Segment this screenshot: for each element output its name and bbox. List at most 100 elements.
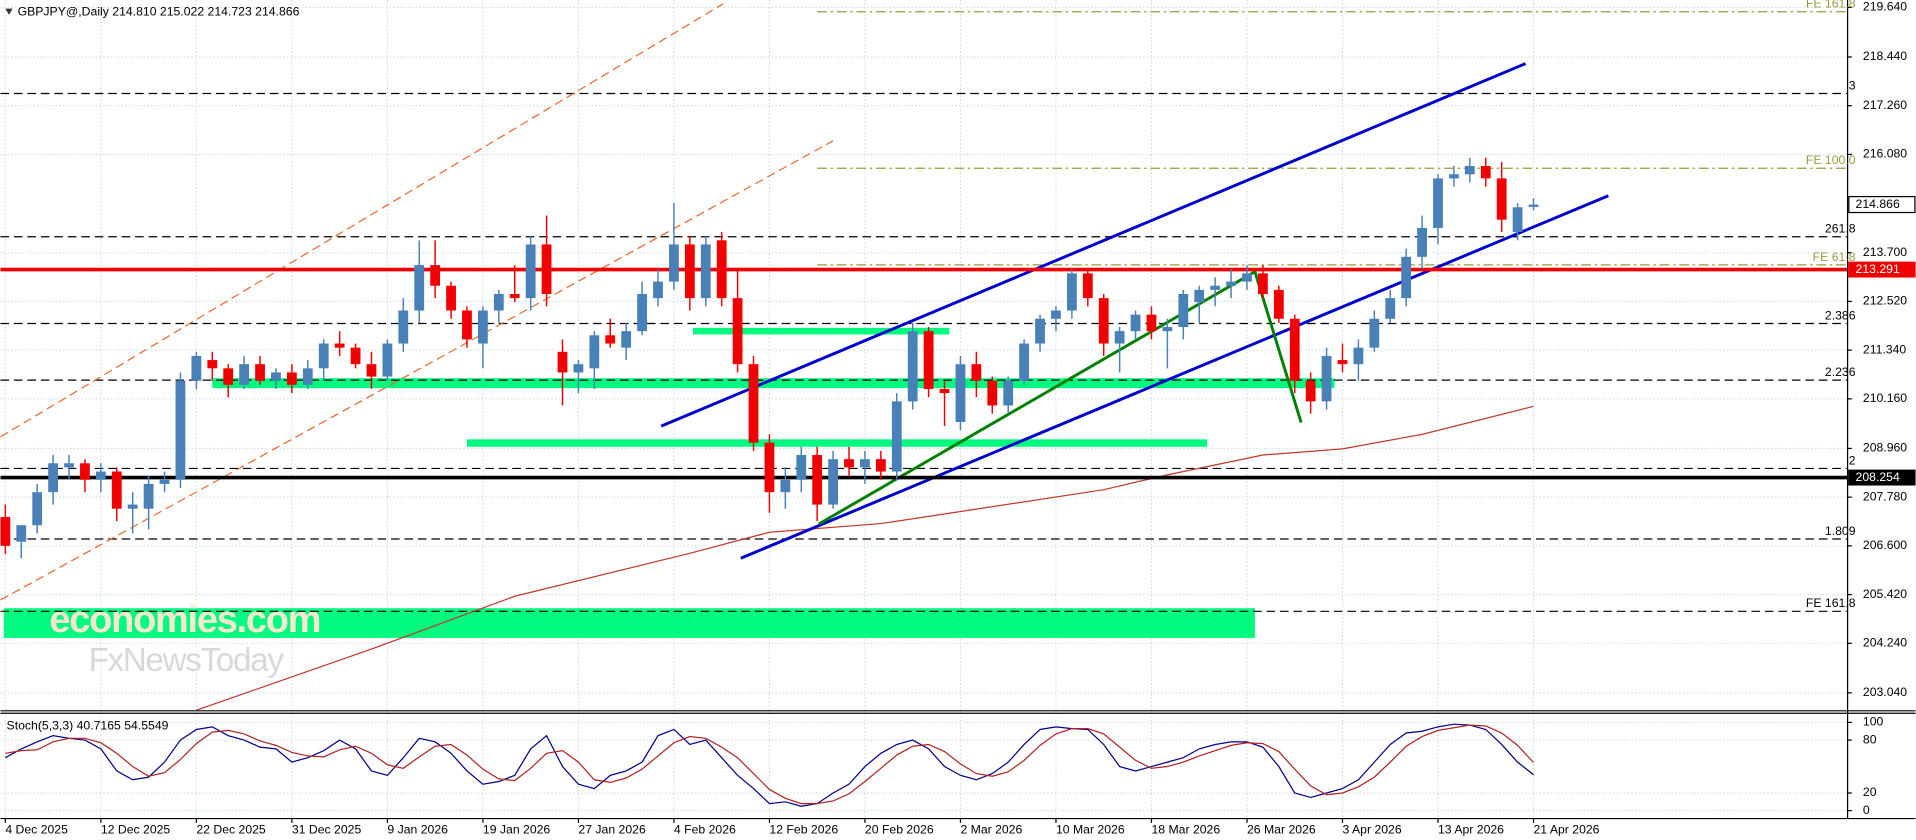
- candle-body: [796, 455, 807, 480]
- x-tick-label: 22 Dec 2025: [196, 822, 266, 836]
- candle-body: [1226, 281, 1236, 286]
- candle-body: [1035, 318, 1045, 344]
- y-tick-label: 211.340: [1863, 342, 1907, 356]
- candle-body: [175, 380, 186, 480]
- candle-body: [48, 463, 58, 493]
- y-tick-label: 212.520: [1863, 294, 1907, 308]
- candle-body: [987, 380, 998, 406]
- candle-body: [1385, 298, 1396, 319]
- y-tick-label: 80: [1863, 732, 1877, 746]
- candle-body: [891, 401, 902, 472]
- candle-body: [1258, 273, 1268, 294]
- y-tick-label: 219.640: [1863, 0, 1907, 14]
- candle-body: [860, 459, 870, 468]
- candle-body: [302, 368, 313, 385]
- stochastic-plot: [0, 721, 1847, 812]
- price-badge-label: 208.254: [1856, 470, 1900, 484]
- candle-body: [1512, 207, 1523, 233]
- candle-body: [653, 281, 663, 299]
- candle-body: [1433, 178, 1443, 228]
- candle-body: [875, 459, 886, 472]
- candle-body: [1130, 314, 1141, 332]
- level-label: 2: [1849, 453, 1856, 467]
- level-label: FE 100.0: [1806, 153, 1856, 167]
- candle-body: [0, 516, 11, 546]
- candle-body: [1273, 289, 1284, 319]
- candle-body: [382, 343, 393, 377]
- candle-body: [430, 265, 441, 286]
- x-tick-label: 21 Apr 2026: [1534, 822, 1600, 836]
- x-tick-label: 31 Dec 2025: [292, 822, 362, 836]
- candle-body: [143, 483, 154, 509]
- candle-body: [462, 310, 472, 340]
- candle-body: [828, 459, 838, 505]
- level-label: 3: [1849, 78, 1856, 92]
- watermark: FxNewsToday: [89, 642, 285, 679]
- candle-body: [1098, 298, 1109, 344]
- current-price-badge: [1848, 195, 1916, 214]
- candle-body: [1321, 355, 1332, 402]
- candle-body: [1369, 318, 1380, 348]
- candle-body: [732, 298, 743, 365]
- zone: [3, 608, 1255, 638]
- trendline: [740, 194, 1609, 560]
- candle-body: [1305, 380, 1316, 402]
- y-tick-label: 210.160: [1863, 391, 1907, 405]
- candle-body: [700, 244, 711, 299]
- candle-body: [223, 368, 234, 385]
- candle-body: [239, 364, 250, 385]
- x-tick-label: 12 Feb 2026: [769, 822, 838, 836]
- x-tick-label: 3 Apr 2026: [1342, 822, 1401, 836]
- candle-body: [844, 459, 854, 468]
- price-plot: economies.com FxNewsToday: [0, 3, 1847, 711]
- candle-body: [955, 364, 966, 422]
- indicator-label: Stoch(5,3,3) 40.7165 54.5549: [7, 718, 169, 732]
- candle-body: [1178, 293, 1189, 328]
- trendline: [0, 140, 834, 601]
- level-label: FE 61.8: [1813, 250, 1856, 264]
- x-tick-label: 20 Feb 2026: [865, 822, 934, 836]
- y-tick-label: 100: [1863, 715, 1884, 729]
- candle-body: [191, 355, 202, 381]
- x-tick-label: 2 Mar 2026: [960, 822, 1022, 836]
- candle-body: [127, 504, 138, 509]
- candles: [0, 157, 1539, 559]
- zone: [693, 327, 950, 335]
- y-tick-label: 213.700: [1863, 245, 1907, 259]
- x-tick-label: 10 Mar 2026: [1056, 822, 1125, 836]
- zone: [212, 378, 1335, 389]
- candle-body: [1353, 347, 1364, 365]
- candle-body: [95, 471, 106, 480]
- candle-body: [286, 372, 297, 385]
- x-tick-label: 9 Jan 2026: [387, 822, 448, 836]
- y-tick-label: 204.240: [1863, 636, 1907, 650]
- watermark: economies.com: [49, 599, 320, 641]
- stoch-line: [5, 723, 1534, 807]
- x-tick-label: 19 Jan 2026: [483, 822, 551, 836]
- price-badge: [1848, 261, 1916, 278]
- candle-body: [159, 479, 170, 484]
- candle-body: [1337, 360, 1348, 365]
- x-tick-label: 27 Jan 2026: [578, 822, 646, 836]
- candle-body: [1289, 318, 1300, 381]
- candle-body: [32, 492, 43, 526]
- candle-body: [812, 455, 823, 505]
- level-label: 2.236: [1825, 365, 1856, 379]
- candle-body: [111, 471, 122, 509]
- candle-body: [1194, 289, 1205, 303]
- candle-body: [971, 364, 982, 381]
- x-tick-label: 4 Dec 2025: [5, 822, 68, 836]
- candle-body: [64, 463, 74, 468]
- y-tick-label: 203.040: [1863, 685, 1907, 699]
- x-tick-label: 4 Feb 2026: [674, 822, 736, 836]
- moving-average: [196, 405, 1534, 711]
- y-tick-label: 206.600: [1863, 538, 1907, 552]
- candle-body: [414, 265, 425, 311]
- zone: [466, 439, 1208, 447]
- candle-body: [1480, 165, 1491, 179]
- candle-body: [1417, 227, 1427, 257]
- candle-body: [350, 347, 361, 365]
- y-tick-label: 208.960: [1863, 441, 1907, 455]
- y-tick-label: 217.260: [1863, 98, 1907, 112]
